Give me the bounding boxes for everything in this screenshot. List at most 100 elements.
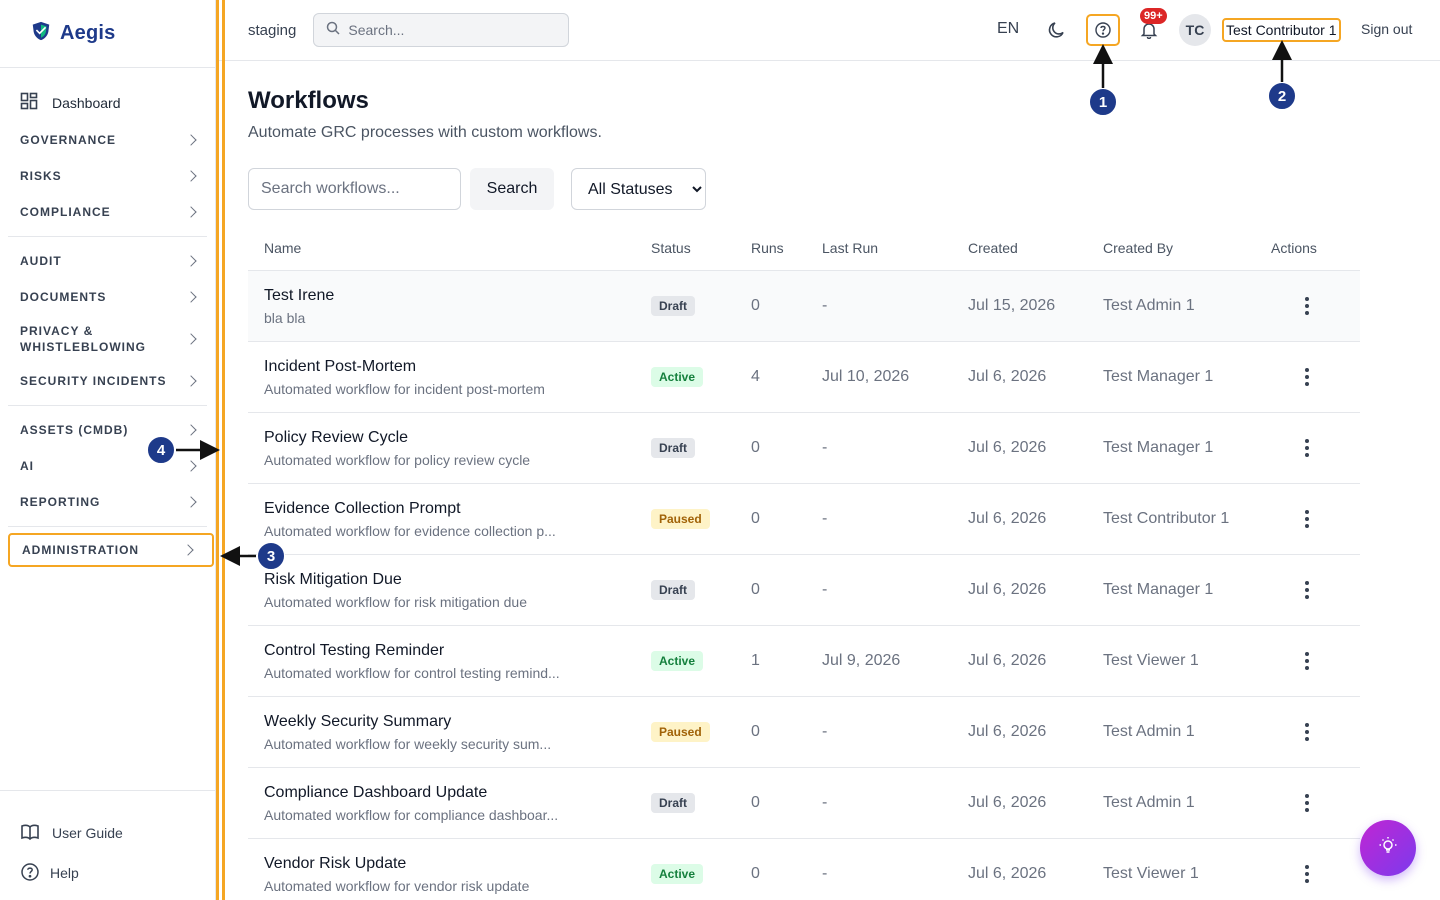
cell-created: Jul 6, 2026 (968, 483, 1103, 555)
cell-name[interactable]: Test Irene bla bla (248, 270, 651, 342)
language-switcher[interactable]: EN (997, 20, 1020, 37)
workflows-table: Name Status Runs Last Run Created Create… (248, 227, 1360, 900)
cell-runs: 0 (751, 696, 822, 768)
sidebar-item-label: Dashboard (52, 95, 121, 111)
workflow-name[interactable]: Evidence Collection Prompt (264, 499, 461, 517)
sidebar-item-dashboard[interactable]: Dashboard (0, 84, 215, 122)
table-row[interactable]: Evidence Collection Prompt Automated work… (248, 483, 1360, 555)
cell-actions (1271, 696, 1360, 768)
cell-name[interactable]: Vendor Risk Update Automated workflow for… (248, 838, 651, 900)
page-subtitle: Automate GRC processes with custom workf… (248, 124, 602, 141)
cell-status: Draft (651, 554, 751, 626)
cell-actions (1271, 270, 1360, 342)
col-header-created[interactable]: Created (968, 227, 1103, 271)
sidebar-footer: User Guide Help (0, 790, 216, 900)
sidebar-item-label: ADMINISTRATION (22, 543, 140, 557)
kebab-icon[interactable] (1297, 580, 1317, 599)
table-row[interactable]: Control Testing Reminder Automated workfl… (248, 625, 1360, 697)
sidebar-item-security-incidents[interactable]: SECURITY INCIDENTS (0, 363, 215, 399)
assistant-fab[interactable] (1360, 820, 1416, 876)
kebab-icon[interactable] (1297, 793, 1317, 812)
cell-created-by: Test Admin 1 (1103, 696, 1271, 768)
cell-name[interactable]: Policy Review Cycle Automated workflow fo… (248, 412, 651, 484)
cell-name[interactable]: Compliance Dashboard Update Automated wor… (248, 767, 651, 839)
sidebar-item-assets[interactable]: ASSETS (CMDB) (0, 412, 215, 448)
workflow-description: Automated workflow for policy review cyc… (264, 451, 531, 468)
table-row[interactable]: Incident Post-Mortem Automated workflow f… (248, 341, 1360, 413)
cell-name[interactable]: Risk Mitigation Due Automated workflow fo… (248, 554, 651, 626)
status-badge: Active (651, 366, 704, 387)
cell-actions (1271, 838, 1360, 900)
search-input[interactable] (348, 22, 549, 38)
sidebar-item-compliance[interactable]: COMPLIANCE (0, 194, 215, 230)
workflow-name[interactable]: Incident Post-Mortem (264, 357, 417, 375)
cell-runs: 4 (751, 341, 822, 413)
highlight-sidebar-edge (222, 0, 225, 900)
annotation-marker-4: 4 (147, 436, 175, 464)
workflow-search-input[interactable] (248, 168, 461, 210)
cell-status: Active (651, 341, 751, 413)
help-link[interactable]: Help (0, 853, 216, 893)
sidebar-item-documents[interactable]: DOCUMENTS (0, 279, 215, 315)
annotation-marker-3: 3 (257, 542, 285, 570)
status-badge: Draft (651, 579, 696, 600)
sidebar-item-administration[interactable]: ADMINISTRATION (8, 533, 214, 567)
workflow-name[interactable]: Weekly Security Summary (264, 712, 452, 730)
col-header-runs[interactable]: Runs (751, 227, 822, 271)
avatar[interactable]: TC (1179, 14, 1211, 46)
sign-out-link[interactable]: Sign out (1361, 21, 1413, 37)
cell-name[interactable]: Incident Post-Mortem Automated workflow f… (248, 341, 651, 413)
sidebar-item-privacy[interactable]: PRIVACY & WHISTLEBLOWING (0, 315, 215, 363)
workflow-name[interactable]: Vendor Risk Update (264, 854, 407, 872)
cell-name[interactable]: Weekly Security Summary Automated workflo… (248, 696, 651, 768)
sidebar-item-reporting[interactable]: REPORTING (0, 484, 215, 520)
cell-status: Draft (651, 270, 751, 342)
sidebar-item-governance[interactable]: GOVERNANCE (0, 122, 215, 158)
status-filter-select[interactable]: All Statuses (571, 168, 706, 210)
moon-icon[interactable] (1044, 17, 1070, 43)
user-guide-link[interactable]: User Guide (0, 813, 216, 853)
workflow-description: bla bla (264, 309, 306, 326)
table-row[interactable]: Policy Review Cycle Automated workflow fo… (248, 412, 1360, 484)
global-search[interactable] (313, 13, 570, 47)
table-row[interactable]: Test Irene bla bla Draft 0- Jul 15, 2026 Test… (248, 270, 1360, 342)
sidebar-item-label: COMPLIANCE (20, 205, 111, 219)
sidebar-item-risks[interactable]: RISKS (0, 158, 215, 194)
search-button[interactable]: Search (470, 168, 554, 210)
workflow-name[interactable]: Compliance Dashboard Update (264, 783, 488, 801)
top-header: staging EN 99+ TC Test Contributor 1 Sig… (217, 0, 1440, 61)
table-row[interactable]: Weekly Security Summary Automated workflo… (248, 696, 1360, 768)
cell-last-run: Jul 9, 2026 (822, 625, 968, 697)
kebab-icon[interactable] (1297, 509, 1317, 528)
workflow-name[interactable]: Test Irene (264, 286, 335, 304)
sidebar-item-label: RISKS (20, 169, 62, 183)
workflow-name[interactable]: Policy Review Cycle (264, 428, 409, 446)
brand[interactable]: Aegis (0, 0, 215, 68)
cell-last-run: - (822, 767, 968, 839)
kebab-icon[interactable] (1297, 864, 1317, 883)
divider (8, 405, 207, 406)
col-header-last-run[interactable]: Last Run (822, 227, 968, 271)
col-header-name[interactable]: Name (248, 227, 651, 271)
col-header-status[interactable]: Status (651, 227, 751, 271)
sidebar-item-audit[interactable]: AUDIT (0, 243, 215, 279)
bell-icon[interactable] (1136, 17, 1162, 43)
table-row[interactable]: Compliance Dashboard Update Automated wor… (248, 767, 1360, 839)
main-content: Workflows Automate GRC processes with cu… (248, 61, 1360, 900)
workflow-name[interactable]: Control Testing Reminder (264, 641, 445, 659)
cell-created-by: Test Admin 1 (1103, 767, 1271, 839)
cell-name[interactable]: Evidence Collection Prompt Automated work… (248, 483, 651, 555)
kebab-icon[interactable] (1297, 651, 1317, 670)
kebab-icon[interactable] (1297, 296, 1317, 315)
cell-status: Draft (651, 767, 751, 839)
table-row[interactable]: Risk Mitigation Due Automated workflow fo… (248, 554, 1360, 626)
sidebar-item-ai[interactable]: AI (0, 448, 215, 484)
cell-last-run: - (822, 270, 968, 342)
kebab-icon[interactable] (1297, 367, 1317, 386)
kebab-icon[interactable] (1297, 722, 1317, 741)
workflow-name[interactable]: Risk Mitigation Due (264, 570, 402, 588)
col-header-created-by[interactable]: Created By (1103, 227, 1271, 271)
kebab-icon[interactable] (1297, 438, 1317, 457)
cell-name[interactable]: Control Testing Reminder Automated workfl… (248, 625, 651, 697)
table-row[interactable]: Vendor Risk Update Automated workflow for… (248, 838, 1360, 900)
